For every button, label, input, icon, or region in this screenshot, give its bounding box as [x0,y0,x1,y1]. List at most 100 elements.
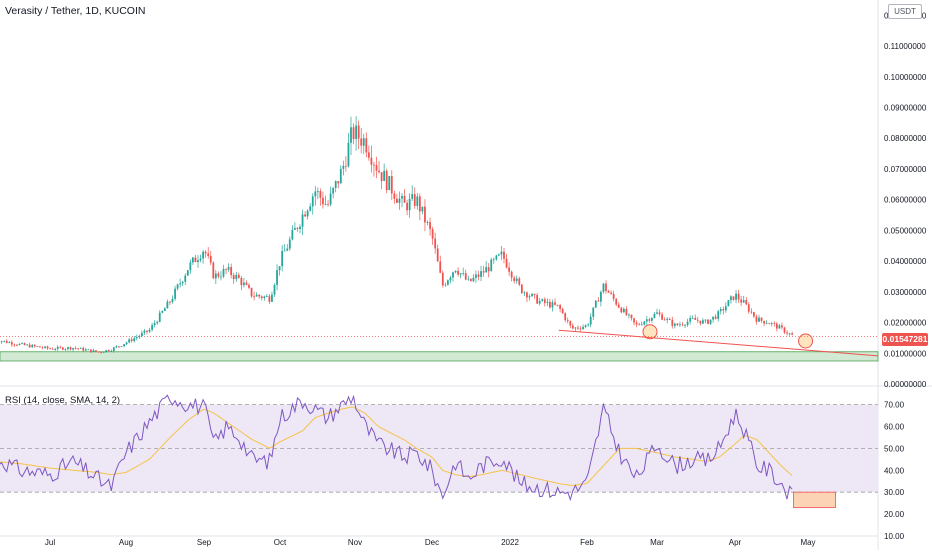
candle-body [663,319,666,321]
rsi-indicator-label[interactable]: RSI (14, close, SMA, 14, 2) [5,395,121,406]
candle-body [543,299,546,303]
candle-body [3,340,6,342]
candle-body [123,344,125,347]
candle-body [79,347,82,349]
candle-body [566,320,569,322]
candle-body [396,198,398,203]
candle-body [503,251,505,259]
candle-body [291,229,294,240]
candle-body [324,204,327,205]
candle-body [158,312,161,322]
candle-body [768,323,771,325]
candle-body [360,138,363,146]
candle-body [577,327,579,329]
time-tick-label: Apr [729,538,742,547]
candle-body [686,321,689,325]
candle-body [46,346,49,349]
candle-body [781,325,783,328]
candle-body [225,269,227,270]
candle-body [59,346,62,348]
candle-body [388,176,391,191]
candle-body [77,348,80,350]
candle-body [778,325,781,329]
candle-body [398,198,401,203]
candle-body [770,322,773,324]
candle-body [783,327,786,333]
candle-body [306,210,309,217]
candle-body [299,226,301,230]
candle-body [536,294,539,304]
candle-body [416,196,419,206]
candle-body [441,272,444,286]
rsi-ma-line [0,406,793,486]
candle-body [691,317,694,319]
candle-body [281,251,284,267]
price-tick-label: 0.02000000 [884,319,927,328]
candle-body [773,322,776,324]
candle-body [16,344,18,346]
candle-body [658,312,661,315]
candle-body [505,258,508,268]
candle-body [717,311,720,319]
candle-body [271,294,273,302]
candle-body [362,138,365,146]
candle-body [587,324,590,326]
candle-body [615,298,618,305]
candle-body [61,347,64,350]
candle-body [666,318,669,320]
time-tick-label: Mar [650,538,664,547]
candle-body [69,347,72,350]
candle-body [679,324,681,326]
candle-body [645,319,648,322]
candle-body [390,176,393,194]
candle-body [597,300,600,302]
candle-body [625,308,628,315]
candle-body [240,278,243,286]
candle-body [235,274,238,280]
candle-body [151,325,153,330]
candle-body [28,344,31,348]
candle-body [699,320,702,324]
candle-body [383,170,386,181]
candle-body [401,195,403,199]
candle-body [393,193,396,199]
candle-body [485,267,488,273]
candle-body [763,320,765,324]
candle-body [230,266,233,276]
candle-body [345,165,347,167]
candle-body [671,319,674,326]
candle-body [758,317,760,322]
currency-badge[interactable]: USDT [888,4,922,19]
candle-body [653,313,656,318]
candle-body [408,198,411,211]
candle-body [480,271,482,277]
rsi-tick-label: 20.00 [884,510,905,519]
candle-body [786,332,788,334]
rsi-tick-label: 40.00 [884,466,905,475]
candle-body [49,348,51,350]
time-tick-label: Aug [119,538,133,547]
candle-body [648,319,651,321]
candle-body [8,342,11,344]
candle-body [179,283,182,285]
candle-body [97,351,100,353]
candle-body [161,310,164,313]
candle-body [232,275,235,280]
candle-body [107,350,110,352]
candle-body [23,343,26,346]
candle-body [64,348,67,350]
candle-body [314,191,317,197]
candle-body [477,274,480,277]
candle-body [487,267,490,272]
candle-body [82,347,85,351]
time-tick-label: Sep [197,538,212,547]
candle-body [273,284,276,295]
price-tick-label: 0.04000000 [884,257,927,266]
candle-body [322,197,324,205]
rsi-tick-label: 60.00 [884,422,905,431]
candle-body [635,322,638,325]
candle-body [39,346,41,348]
candle-body [102,352,105,353]
candle-body [286,248,289,251]
candle-body [454,270,457,273]
